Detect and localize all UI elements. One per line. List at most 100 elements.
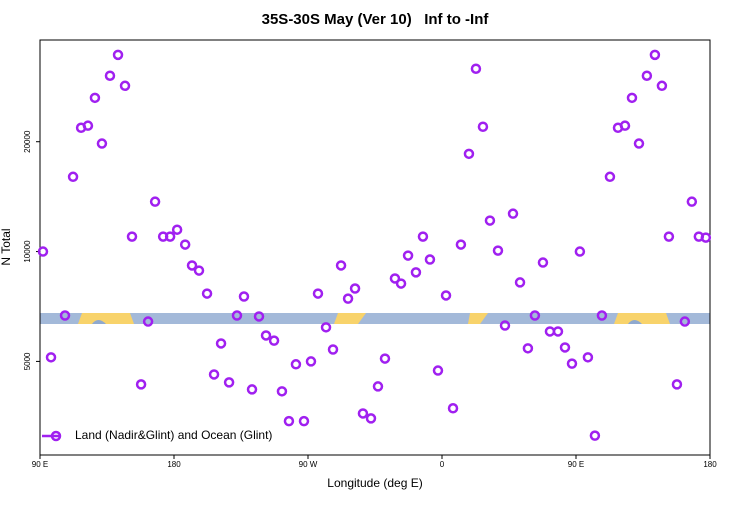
point — [276, 386, 288, 397]
point — [89, 92, 101, 104]
point — [104, 70, 116, 81]
x-axis-label: Longitude (deg E) — [327, 476, 422, 490]
point — [402, 250, 414, 261]
point — [135, 379, 147, 390]
point — [424, 254, 436, 265]
point — [112, 49, 124, 61]
point — [290, 359, 302, 370]
point — [537, 257, 549, 268]
point — [379, 353, 391, 364]
point — [253, 311, 265, 322]
point — [59, 310, 71, 321]
point — [119, 80, 131, 92]
y-tick-label: 10000 — [23, 240, 32, 263]
point — [507, 208, 519, 219]
point — [312, 288, 324, 299]
point — [671, 379, 683, 390]
point — [215, 338, 227, 349]
point — [179, 239, 191, 250]
point — [142, 316, 154, 327]
point — [37, 246, 49, 257]
chart-title: 35S-30S May (Ver 10) Inf to -Inf — [262, 11, 490, 28]
point — [700, 232, 712, 243]
point — [260, 330, 272, 341]
point — [522, 343, 534, 354]
point — [679, 316, 691, 327]
point — [463, 148, 475, 160]
point — [499, 320, 511, 331]
legend-marker — [50, 430, 62, 442]
x-tick-label: 90 E — [568, 460, 584, 469]
point — [492, 245, 504, 256]
point — [283, 415, 295, 427]
x-tick-label: 180 — [703, 460, 717, 469]
point — [320, 322, 332, 333]
point — [566, 358, 578, 369]
y-axis-label: N Total — [0, 228, 13, 265]
point — [589, 430, 601, 441]
point — [604, 171, 616, 183]
point — [559, 342, 571, 353]
point — [342, 293, 354, 304]
point — [432, 365, 444, 376]
point — [626, 92, 638, 104]
y-tick-label: 5000 — [23, 352, 32, 370]
point — [126, 231, 138, 242]
point — [149, 196, 161, 207]
point — [663, 231, 675, 242]
point — [574, 246, 586, 257]
x-tick-label: 90 W — [299, 460, 318, 469]
point — [470, 63, 482, 74]
point — [67, 171, 79, 183]
point — [440, 290, 452, 301]
y-tick-label: 20000 — [23, 130, 32, 153]
map-strip — [40, 313, 710, 324]
point — [389, 273, 401, 284]
point — [349, 283, 361, 294]
x-tick-label: 0 — [440, 460, 445, 469]
point — [193, 265, 205, 276]
point — [305, 356, 317, 367]
point — [656, 80, 668, 92]
point — [552, 326, 564, 337]
point — [164, 231, 176, 242]
point — [208, 369, 220, 380]
point — [357, 408, 369, 419]
point — [641, 70, 653, 81]
point — [268, 335, 280, 346]
point — [686, 196, 698, 207]
point — [633, 138, 645, 149]
point — [477, 121, 489, 133]
point — [96, 138, 108, 149]
x-tick-label: 90 E — [32, 460, 48, 469]
point — [417, 231, 429, 242]
point — [410, 267, 422, 278]
legend-label: Land (Nadir&Glint) and Ocean (Glint) — [75, 428, 272, 442]
point — [529, 310, 541, 321]
point — [186, 260, 198, 271]
point — [649, 49, 661, 61]
point — [246, 384, 258, 395]
point — [298, 415, 310, 427]
point — [514, 277, 526, 288]
point — [455, 239, 467, 250]
point — [171, 224, 183, 235]
point — [596, 310, 608, 321]
point — [238, 291, 250, 302]
point — [82, 120, 94, 131]
point — [372, 381, 384, 392]
point — [201, 288, 213, 299]
point — [484, 215, 496, 226]
point — [335, 260, 347, 271]
x-tick-label: 180 — [167, 460, 181, 469]
point — [327, 344, 339, 355]
point — [395, 278, 407, 289]
point — [447, 403, 459, 414]
point — [619, 120, 631, 131]
point — [582, 352, 594, 363]
point — [223, 377, 235, 388]
point — [45, 352, 57, 363]
point — [365, 413, 377, 424]
